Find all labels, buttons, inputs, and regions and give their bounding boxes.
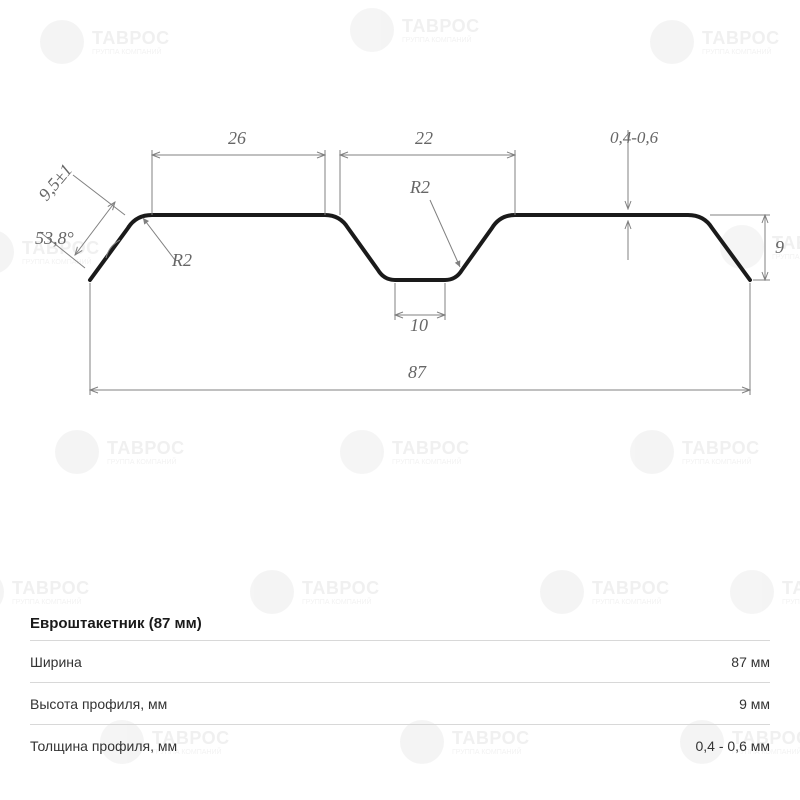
spec-value: 9 мм [739,696,770,712]
spec-value: 0,4 - 0,6 мм [695,738,770,754]
table-row: Ширина 87 мм [30,640,770,682]
watermark: ТАВРОСГРУППА КОМПАНИЙ [540,570,670,614]
watermark: ТАВРОСГРУППА КОМПАНИЙ [250,570,380,614]
spec-label: Толщина профиля, мм [30,738,177,754]
table-row: Толщина профиля, мм 0,4 - 0,6 мм [30,724,770,766]
spec-value: 87 мм [731,654,770,670]
table-row: Высота профиля, мм 9 мм [30,682,770,724]
spec-label: Ширина [30,654,82,670]
spec-label: Высота профиля, мм [30,696,167,712]
dim-total: 87 [408,362,426,383]
profile-svg [0,0,800,560]
spec-title: Евроштакетник (87 мм) [30,615,770,632]
watermark: ТАВРОСГРУППА КОМПАНИЙ [0,570,90,614]
dim-angle: 53,8° [35,228,74,249]
dim-height: 9 [775,237,784,258]
dim-top2: 22 [415,128,433,149]
watermark: ТАВРОСГРУППА КОМПАНИЙ [730,570,800,614]
spec-table: Евроштакетник (87 мм) Ширина 87 мм Высот… [30,615,770,766]
dim-r2-mid: R2 [410,177,430,198]
dim-top1: 26 [228,128,246,149]
dim-thickness: 0,4-0,6 [610,128,658,148]
technical-drawing: 26 22 0,4-0,6 9,5±1 53,8° R2 R2 10 87 9 [0,0,800,560]
dim-r2-left: R2 [172,250,192,271]
dim-bottom-gap: 10 [410,315,428,336]
